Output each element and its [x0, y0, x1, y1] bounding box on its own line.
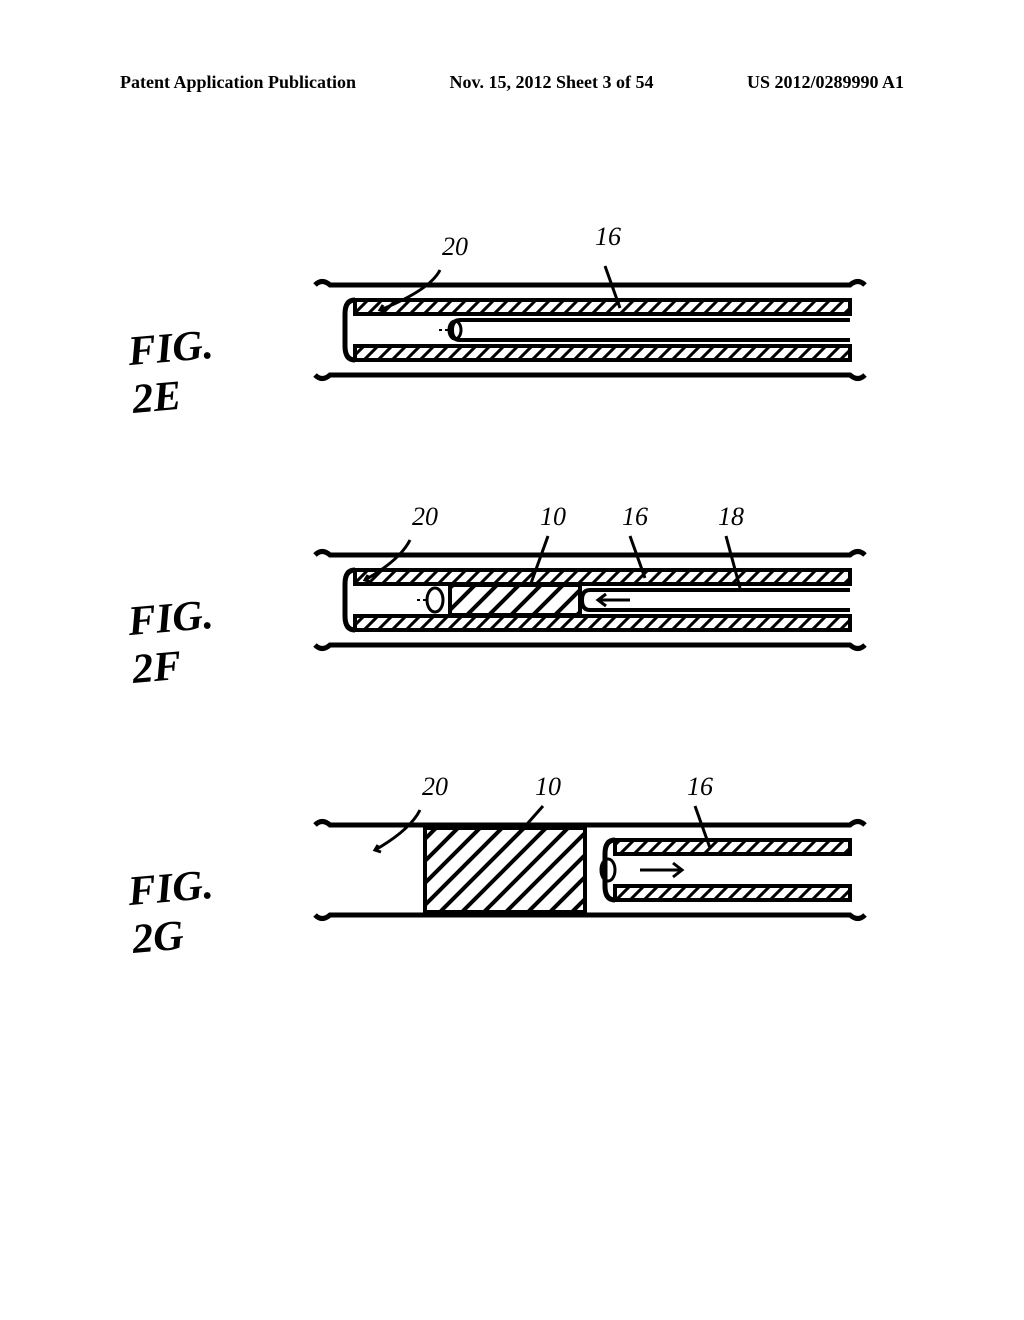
ref-10: 10 [540, 502, 566, 532]
figure-label-2e: FIG. 2E [126, 316, 274, 424]
figure-label-2f: FIG. 2F [126, 586, 274, 694]
figure-row-2e: FIG. 2E [130, 260, 890, 480]
header-center: Nov. 15, 2012 Sheet 3 of 54 [450, 72, 654, 93]
header-right: US 2012/0289990 A1 [747, 72, 904, 93]
figure-diagram-2g: 20 10 16 [310, 800, 890, 1020]
figure-row-2f: FIG. 2F [130, 530, 890, 750]
header-left: Patent Application Publication [120, 72, 356, 93]
figure-row-2g: FIG. 2G [130, 800, 890, 1020]
ref-18: 18 [718, 502, 744, 532]
ref-10: 10 [535, 772, 561, 802]
ref-16: 16 [595, 222, 621, 252]
figure-diagram-2f: 20 10 16 18 [310, 530, 890, 750]
figure-diagram-2e: 20 16 [310, 260, 890, 480]
figures-container: FIG. 2E [130, 260, 890, 1020]
page-header: Patent Application Publication Nov. 15, … [0, 72, 1024, 93]
ref-16: 16 [687, 772, 713, 802]
ref-20: 20 [422, 772, 448, 802]
ref-20: 20 [412, 502, 438, 532]
figure-label-2g: FIG. 2G [126, 856, 274, 964]
ref-20: 20 [442, 232, 468, 262]
ref-16: 16 [622, 502, 648, 532]
